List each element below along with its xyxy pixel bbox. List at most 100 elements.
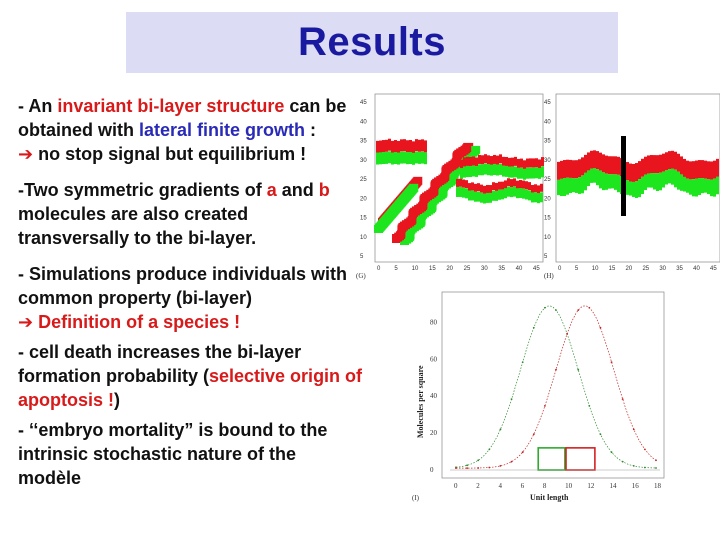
figure-g-red-cell — [379, 140, 382, 153]
figure-h-red-cell — [650, 155, 653, 174]
figure-g-green-cell — [403, 151, 406, 164]
figure-g-green-cell — [478, 164, 481, 176]
h-x-tick-45: 45 — [710, 266, 717, 272]
figure-h-red-cell — [587, 152, 590, 171]
figure-i-point-a — [510, 398, 513, 401]
figure-g-red-cell — [394, 140, 397, 153]
figure-h-green-cell — [698, 178, 701, 196]
figure-g-red-cell — [415, 139, 418, 152]
figure-g-green-cell — [391, 152, 394, 165]
figure-g-red-cell — [403, 139, 406, 152]
figure-g-green-cell — [388, 151, 391, 164]
figure-g-red-cell — [504, 180, 507, 189]
figure-g-green-cell — [492, 190, 495, 201]
figure-g-red-cell — [472, 156, 475, 166]
figure-i-point-a — [588, 405, 591, 407]
bullet-5: - ‘‘embryo mortality” is bound to the in… — [18, 418, 363, 490]
figure-g-red-cell — [535, 158, 538, 168]
figure-g-green-cell — [471, 145, 481, 154]
figure-h-x-ticks: 0 5 10 15 20 25 30 35 40 45 — [558, 266, 717, 272]
figure-h-green-cell — [662, 171, 665, 188]
figure-h-plot: 45 40 35 30 25 20 15 10 5 0 5 10 15 20 25 30 35 40 45 (H) — [544, 93, 720, 280]
figure-g-green-cell — [480, 192, 483, 203]
figure-i-ylabel: Molecules per square — [416, 365, 425, 438]
figure-g-green-cell — [471, 190, 474, 201]
h-y-tick-35: 35 — [544, 139, 551, 145]
figure-h-red-cell — [674, 151, 677, 170]
figure-h-red-cell — [698, 160, 701, 179]
figure-g-green-cell — [540, 192, 543, 203]
figure-g-green-cell — [489, 192, 492, 203]
figure-h-green-cell — [575, 178, 578, 193]
figure-g-green-cell — [468, 190, 471, 201]
figure-g-red-cell — [456, 178, 459, 187]
figure-g-green-cell — [406, 152, 409, 165]
figure-h-green-cell — [608, 174, 611, 189]
figure-g-red-cell — [526, 158, 529, 168]
bullet-2: -Two symmetric gradients of a and b mole… — [18, 178, 363, 250]
figure-h-green-cell — [668, 169, 671, 184]
figure-h-green-cell — [707, 179, 710, 195]
figure-g-green-cell — [472, 165, 475, 177]
figure-h-red-cell — [584, 154, 587, 173]
figure-g-green-cell — [502, 165, 505, 177]
h-y-tick-30: 30 — [544, 158, 551, 164]
figure-h-red-cell — [653, 155, 656, 174]
figure-i-y-ticks: 80 60 40 20 0 — [430, 318, 438, 474]
figure-g-red-cell — [510, 179, 513, 188]
figure-g-green-cell — [475, 165, 478, 177]
figure-i-point-a — [577, 368, 580, 371]
figure-g-red-cell — [511, 157, 514, 167]
figure-g-red-cell — [382, 140, 385, 153]
h-y-tick-40: 40 — [544, 119, 551, 125]
figure-h-green-cell — [692, 179, 695, 197]
figure-h-green-cell — [632, 181, 635, 197]
figure-i-point-b — [632, 428, 635, 431]
figure-i-curves — [450, 305, 660, 471]
figure-i-point-b — [555, 368, 557, 371]
figure-h-red-cell — [611, 156, 614, 175]
bullet-4-pre: - cell death increases the bi-layer form… — [18, 342, 302, 386]
figure-h-red-cell — [563, 160, 566, 179]
g-y-tick-45: 45 — [360, 100, 367, 106]
figure-i-point-b — [588, 306, 591, 309]
figure-h-green-cell — [617, 174, 620, 193]
figure-g-green-cell — [517, 167, 520, 179]
figure-g-green-cell — [484, 163, 487, 175]
figure-i-point-b — [577, 309, 580, 312]
figure-i-x-tick-16: 16 — [632, 482, 640, 490]
figure-g-green-cell — [499, 163, 502, 175]
figure-h-green-cell — [638, 179, 641, 198]
figure-h-green-cell — [686, 178, 689, 193]
figure-g-green-cell — [510, 187, 513, 198]
figure-i-x-tick-12: 12 — [587, 482, 595, 490]
g-x-tick-35: 35 — [498, 266, 505, 272]
figure-h-green-cell — [611, 174, 614, 189]
figure-g-red-cell — [477, 183, 480, 192]
h-y-tick-15: 15 — [544, 216, 551, 222]
g-y-tick-35: 35 — [360, 139, 367, 145]
figure-g-red-cell — [540, 183, 543, 192]
figure-g-green-cell — [513, 186, 516, 197]
figure-h-green-cell — [635, 181, 638, 198]
figure-g-red-cell — [492, 182, 495, 191]
figure-i-point-b — [610, 361, 613, 364]
figure-h-red-cell — [710, 161, 713, 180]
figure-i-point-b — [499, 464, 502, 467]
figure-i-point-b — [521, 451, 524, 454]
figure-g-green-cell — [534, 192, 537, 203]
figure-h-vertical-bar — [621, 136, 626, 216]
figure-h: 45 40 35 30 25 20 15 10 5 0 5 10 15 20 25 30 35 40 45 (H) — [544, 90, 720, 282]
figure-g-green-cell — [486, 192, 489, 203]
figure-h-red-cell — [599, 152, 602, 171]
figure-g-red-cell — [520, 158, 523, 168]
figure-g-red-cell — [412, 141, 415, 154]
title-banner: Results — [126, 12, 618, 73]
figure-g-red-cell — [469, 156, 472, 166]
figure-h-red-cell — [635, 163, 638, 182]
figure-g-green-cell — [519, 187, 522, 198]
figure-h-green-cell — [683, 176, 686, 192]
figure-g-red-cell — [496, 155, 499, 165]
figure-g-green-cell — [501, 189, 504, 200]
figure-g-green-cell — [409, 152, 412, 165]
